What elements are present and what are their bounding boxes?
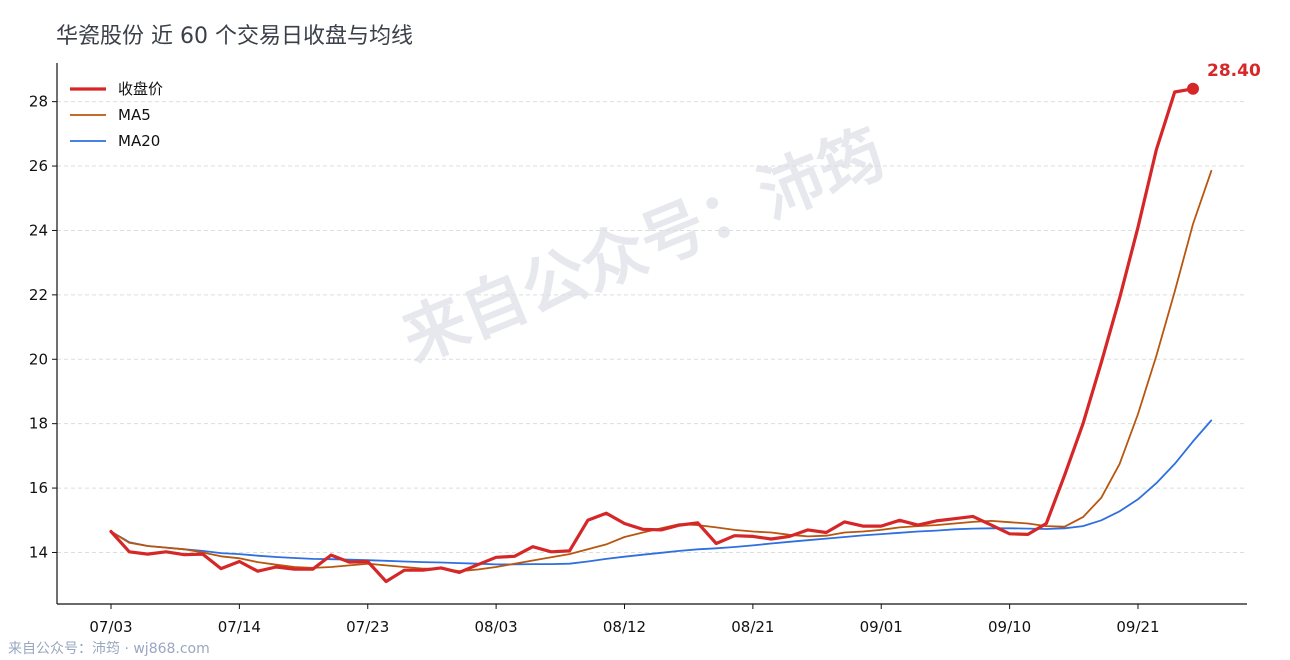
last-close-label: 28.40: [1207, 61, 1261, 81]
series-line-close: [109, 87, 1195, 584]
y-tick-label: 22: [29, 286, 48, 304]
y-tick-label: 14: [29, 543, 48, 561]
watermark-text: 来自公众号：沛筠: [392, 117, 894, 377]
x-tick-label: 09/10: [988, 618, 1031, 636]
x-tick-label: 09/01: [860, 618, 903, 636]
y-tick-label: 20: [29, 350, 48, 368]
x-tick-label: 08/03: [475, 618, 518, 636]
last-close-point: [1187, 82, 1199, 95]
y-tick-label: 28: [29, 93, 48, 111]
legend-label-ma20: MA20: [118, 132, 160, 150]
y-tick-label: 24: [29, 221, 48, 239]
y-tick-label: 16: [29, 479, 48, 497]
x-tick-label: 07/03: [89, 618, 132, 636]
legend-label-close: 收盘价: [118, 80, 163, 98]
y-tick-label: 26: [29, 157, 48, 175]
series-line-ma20: [110, 419, 1213, 566]
y-tick-label: 18: [29, 415, 48, 433]
chart-title: 华瓷股份 近 60 个交易日收盘与均线: [56, 24, 413, 49]
x-tick-label: 08/21: [731, 618, 774, 636]
x-tick-label: 08/12: [603, 618, 646, 636]
footer-credit: 来自公众号：沛筠 · wj868.com: [8, 641, 210, 657]
legend-label-ma5: MA5: [118, 106, 151, 124]
x-tick-label: 07/23: [346, 618, 389, 636]
x-tick-label: 09/21: [1116, 618, 1159, 636]
x-tick-label: 07/14: [218, 618, 261, 636]
